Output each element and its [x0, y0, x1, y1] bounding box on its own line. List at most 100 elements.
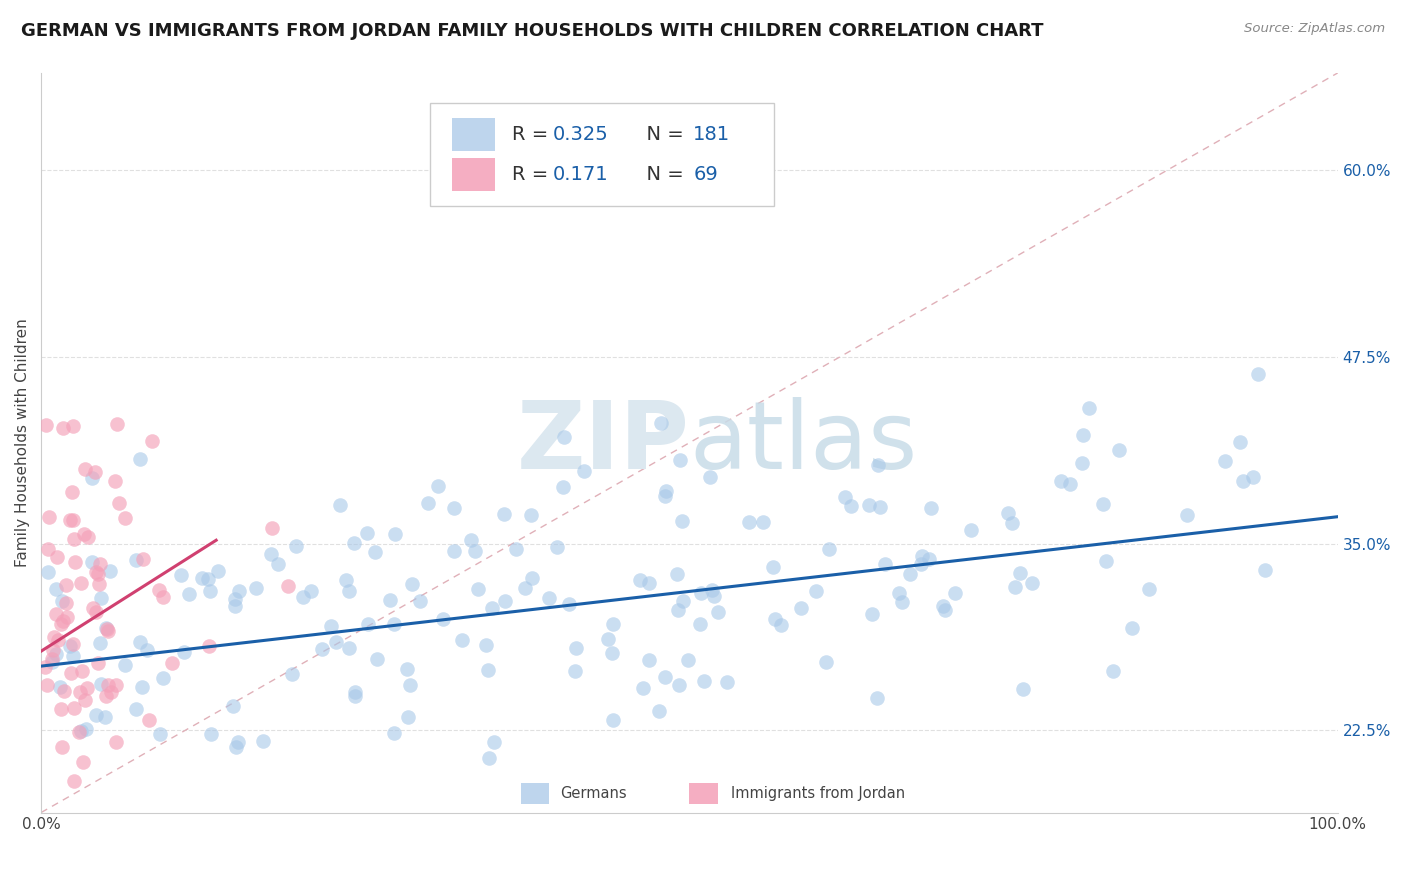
Point	[128, 451, 150, 466]
Point	[84, 465, 107, 479]
Point	[690, 586, 713, 600]
Point	[416, 496, 439, 510]
Point	[75, 692, 97, 706]
Point	[52, 421, 75, 435]
Point	[45, 582, 67, 596]
Point	[52, 683, 75, 698]
FancyBboxPatch shape	[689, 783, 718, 804]
Point	[321, 619, 343, 633]
Point	[197, 573, 219, 587]
Point	[814, 655, 837, 669]
Point	[565, 640, 588, 655]
Point	[62, 774, 84, 789]
Point	[170, 567, 193, 582]
Point	[1094, 553, 1116, 567]
Point	[1071, 427, 1094, 442]
Point	[62, 513, 84, 527]
Point	[52, 614, 75, 628]
Point	[671, 514, 693, 528]
Point	[63, 701, 86, 715]
Point	[1004, 580, 1026, 594]
Point	[51, 702, 73, 716]
Point	[520, 571, 543, 585]
Point	[443, 543, 465, 558]
Point	[654, 484, 676, 499]
Point	[1059, 477, 1081, 491]
Point	[382, 726, 405, 740]
Point	[76, 681, 98, 696]
Point	[173, 645, 195, 659]
Point	[45, 607, 67, 621]
Point	[602, 617, 624, 632]
Point	[132, 552, 155, 566]
Point	[382, 616, 405, 631]
Point	[35, 678, 58, 692]
Point	[62, 637, 84, 651]
Point	[37, 565, 59, 579]
Point	[492, 507, 515, 521]
Point	[198, 640, 221, 654]
Point	[551, 480, 574, 494]
Point	[557, 597, 579, 611]
Point	[356, 526, 378, 541]
Point	[463, 544, 485, 558]
Point	[357, 617, 380, 632]
Text: Immigrants from Jordan: Immigrants from Jordan	[731, 786, 905, 801]
Point	[475, 638, 498, 652]
Point	[477, 663, 499, 677]
Point	[668, 453, 690, 467]
Point	[818, 542, 841, 557]
Text: 0.171: 0.171	[553, 165, 609, 184]
FancyBboxPatch shape	[520, 783, 550, 804]
Point	[910, 557, 932, 571]
Point	[252, 734, 274, 748]
Point	[222, 699, 245, 714]
Text: R =: R =	[512, 125, 554, 144]
Point	[149, 726, 172, 740]
Point	[384, 527, 406, 541]
Point	[59, 513, 82, 527]
Point	[378, 593, 401, 607]
Point	[89, 636, 111, 650]
Point	[177, 587, 200, 601]
Point	[46, 632, 69, 647]
Point	[869, 500, 891, 514]
Point	[59, 666, 82, 681]
Point	[135, 643, 157, 657]
Point	[105, 417, 128, 431]
Point	[1049, 474, 1071, 488]
Point	[920, 501, 942, 516]
Point	[60, 485, 83, 500]
Point	[1137, 582, 1160, 597]
Y-axis label: Family Households with Children: Family Households with Children	[15, 318, 30, 567]
Point	[37, 542, 59, 557]
Point	[997, 506, 1019, 520]
Point	[918, 552, 941, 566]
Point	[600, 646, 623, 660]
Point	[337, 583, 360, 598]
Point	[277, 579, 299, 593]
Point	[55, 578, 77, 592]
FancyBboxPatch shape	[430, 103, 773, 206]
Point	[114, 511, 136, 525]
Text: Germans: Germans	[560, 786, 626, 801]
Point	[537, 591, 560, 606]
Point	[224, 591, 246, 606]
Point	[94, 621, 117, 635]
Point	[628, 574, 651, 588]
Point	[96, 622, 118, 636]
Point	[337, 640, 360, 655]
Point	[513, 581, 536, 595]
Text: ZIP: ZIP	[516, 397, 689, 489]
Point	[553, 430, 575, 444]
Point	[84, 565, 107, 579]
Point	[399, 678, 422, 692]
Point	[572, 464, 595, 478]
Point	[689, 616, 711, 631]
Point	[1091, 497, 1114, 511]
Point	[934, 603, 956, 617]
Point	[834, 490, 856, 504]
Point	[654, 670, 676, 684]
Point	[890, 595, 912, 609]
Point	[481, 601, 503, 615]
